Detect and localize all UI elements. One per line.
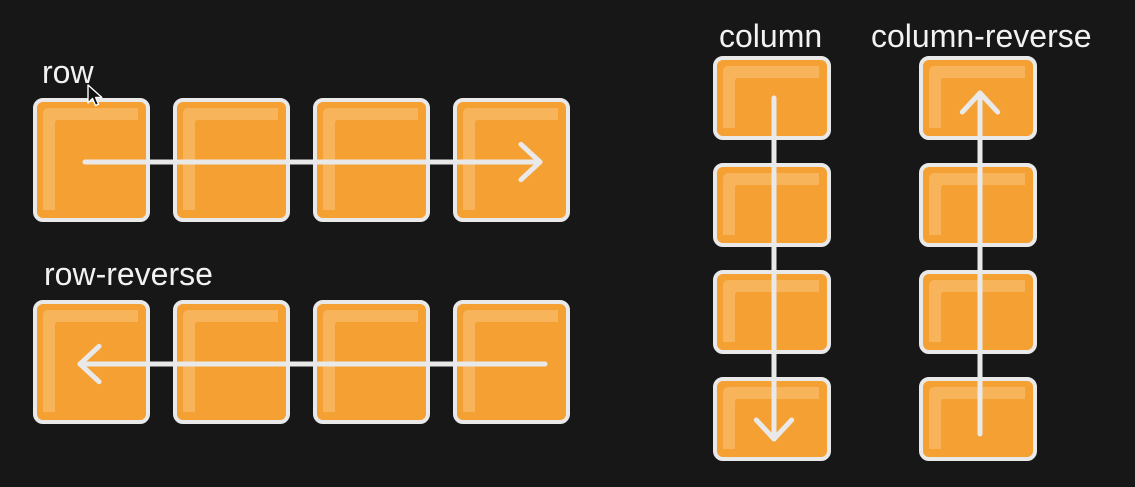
column-reverse-label: column-reverse [871, 18, 1092, 54]
row-reverse-label: row-reverse [44, 256, 213, 292]
row-label: row [42, 54, 94, 90]
column-group [713, 56, 831, 461]
row-reverse-arrow [77, 343, 548, 385]
column-reverse-group [919, 56, 1037, 461]
column-arrow [753, 95, 795, 442]
mouse-pointer-icon [87, 84, 103, 107]
column-label: column [719, 18, 823, 54]
row-arrow [82, 141, 543, 183]
column-reverse-arrow [959, 90, 1001, 437]
row-reverse-group [33, 300, 570, 424]
row-group [33, 98, 570, 222]
